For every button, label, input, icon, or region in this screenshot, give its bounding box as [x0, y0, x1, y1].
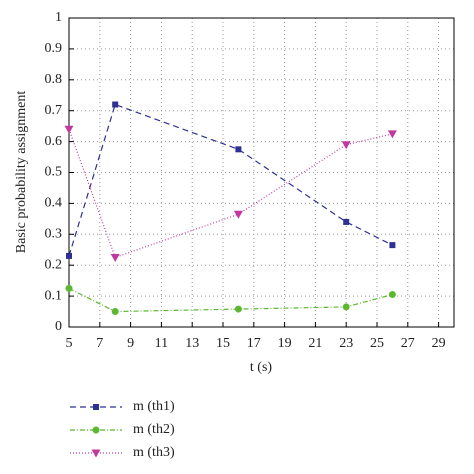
legend-label: m (th3) [133, 445, 175, 460]
y-tick-label: 0 [55, 319, 62, 334]
y-tick-label: 0.6 [45, 134, 63, 149]
marker [387, 130, 397, 139]
marker [93, 404, 99, 410]
x-tick-label: 29 [432, 336, 446, 351]
x-tick-label: 23 [339, 336, 353, 351]
x-tick-label: 11 [155, 336, 168, 351]
x-tick-label: 19 [278, 336, 292, 351]
series-line [68, 103, 393, 257]
marker [341, 141, 351, 150]
x-tick-label: 15 [216, 336, 230, 351]
x-axis-label: t (s) [250, 360, 273, 375]
marker [233, 210, 243, 219]
y-tick-label: 0.7 [45, 103, 63, 118]
x-tick-label: 17 [247, 336, 261, 351]
marker [65, 284, 73, 292]
marker [111, 308, 119, 316]
marker [66, 252, 72, 259]
marker [342, 303, 350, 311]
marker [388, 291, 396, 299]
y-tick-label: 0.1 [45, 288, 63, 303]
x-tick-label: 25 [370, 336, 384, 351]
marker [235, 146, 242, 153]
x-tick-label: 7 [96, 336, 103, 351]
y-tick-label: 0.2 [45, 257, 63, 272]
marker [92, 426, 100, 434]
y-tick-label: 0.9 [45, 41, 63, 56]
x-tick-label: 21 [308, 336, 322, 351]
x-tick-label: 13 [185, 336, 199, 351]
marker [91, 449, 101, 458]
plot-frame [68, 17, 455, 328]
y-tick-label: 0.4 [45, 196, 63, 211]
y-tick-label: 0.5 [45, 165, 63, 180]
x-tick-label: 5 [66, 336, 73, 351]
y-tick-label: 0.8 [45, 72, 63, 87]
legend-label: m (th1) [133, 399, 175, 414]
y-tick-label: 0.3 [45, 227, 63, 242]
x-tick-label: 9 [127, 336, 134, 351]
legend-label: m (th2) [133, 422, 175, 437]
marker [64, 125, 74, 134]
marker [343, 218, 350, 225]
marker [110, 253, 120, 262]
marker [112, 101, 119, 108]
series-line [68, 129, 393, 259]
marker [234, 305, 242, 313]
x-tick-label: 27 [401, 336, 415, 351]
marker [389, 242, 396, 249]
y-axis-label: Basic probability assignment [14, 91, 29, 254]
y-tick-label: 1 [55, 10, 62, 25]
